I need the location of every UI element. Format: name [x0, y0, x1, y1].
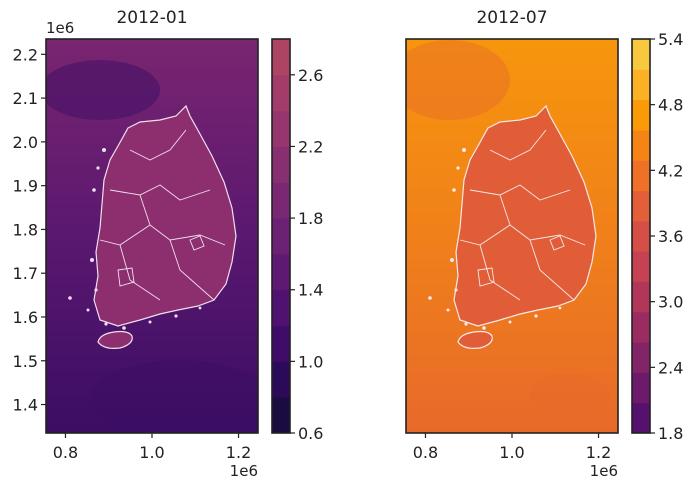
dark-patch-south	[90, 360, 258, 433]
x-tick-label: 0.8	[413, 443, 438, 462]
y-tick-label: 1.5	[13, 352, 38, 371]
colorbar-tick-label: 2.4	[658, 358, 683, 377]
panel-2012-01: 2012-01	[13, 8, 324, 480]
colorbar-band	[272, 146, 290, 183]
colorbar-band	[632, 160, 650, 192]
y-tick-label: 1.4	[13, 396, 38, 415]
y-tick-label: 2.0	[13, 133, 38, 152]
dark-patch-south	[530, 373, 610, 417]
panel-title: 2012-07	[476, 8, 547, 28]
y-tick-label: 2.1	[13, 89, 38, 108]
panel-title: 2012-01	[116, 8, 187, 28]
y-tick-label: 1.7	[13, 264, 38, 283]
colorbar-frame	[271, 38, 291, 434]
y-tick-label: 1.8	[13, 220, 38, 239]
colorbar-band	[272, 110, 290, 147]
x-tick-label: 1.0	[499, 443, 524, 462]
heatmap-field	[46, 39, 258, 433]
colorbar-tick-label: 4.8	[658, 96, 683, 115]
x-tick-label: 1.2	[586, 443, 611, 462]
colorbar-frame	[631, 38, 651, 434]
colorbar-band	[272, 361, 290, 398]
y-axis: 1.4 1.5 1.6 1.7 1.8 1.9 2.0 2.1 2.2	[13, 45, 46, 415]
x-axis: 0.8 1.0 1.2	[413, 433, 611, 462]
colorbar-tick-label: 1.0	[298, 352, 323, 371]
colorbar-band	[632, 220, 650, 252]
x-offset-label: 1e6	[230, 462, 258, 480]
colorbar: 0.6 1.0 1.4 1.8 2.2 2.6	[272, 39, 323, 443]
y-tick-label: 1.9	[13, 177, 38, 196]
colorbar-band	[632, 99, 650, 131]
x-tick-label: 0.8	[53, 443, 78, 462]
coastal-islands	[68, 148, 202, 330]
y-offset-label: 1e6	[46, 19, 74, 37]
colorbar-tick-label: 2.2	[298, 137, 323, 156]
colorbar-band	[632, 281, 650, 313]
colorbar-tick-label: 3.0	[658, 293, 683, 312]
x-tick-label: 1.2	[226, 443, 251, 462]
panel-2012-07: 2012-07	[405, 8, 683, 480]
colorbar-tick-label: 4.2	[658, 161, 683, 180]
colorbar-band	[632, 402, 650, 434]
colorbar-band	[632, 69, 650, 101]
colorbar-tick-label: 3.6	[658, 227, 683, 246]
colorbar: 1.8 2.4 3.0 3.6 4.2 4.8 5.4	[632, 30, 683, 443]
colorbar-band	[632, 372, 650, 404]
colorbar-band	[272, 253, 290, 291]
colorbar-band	[632, 39, 650, 70]
province-borders	[99, 129, 226, 301]
colorbar-band	[632, 190, 650, 222]
colorbar-tick-label: 5.4	[658, 30, 683, 49]
x-tick-label: 1.0	[139, 443, 164, 462]
colorbar-band	[272, 397, 290, 434]
colorbar-tick-label: 1.4	[298, 281, 323, 300]
dark-patch-north	[406, 40, 510, 120]
colorbar-tick-label: 1.8	[298, 209, 323, 228]
colorbar-band	[272, 39, 290, 76]
colorbar-band	[272, 182, 290, 219]
x-offset-label: 1e6	[590, 462, 618, 480]
colorbar-band	[272, 325, 290, 362]
colorbar-band	[632, 251, 650, 282]
heatmap-field	[406, 39, 618, 433]
colorbar-band	[272, 218, 290, 255]
y-tick-label: 2.2	[13, 45, 38, 64]
colorbar-tick-label: 0.6	[298, 424, 323, 443]
colorbar-band	[272, 74, 290, 112]
x-axis: 0.8 1.0 1.2	[53, 433, 251, 462]
colorbar-band	[632, 129, 650, 161]
coastal-islands	[428, 148, 562, 330]
province-borders	[459, 129, 586, 301]
y-tick-label: 1.6	[13, 308, 38, 327]
colorbar-band	[272, 289, 290, 327]
dark-patch-north	[46, 60, 160, 120]
colorbar-band	[632, 311, 650, 343]
colorbar-band	[632, 342, 650, 373]
colorbar-tick-label: 1.8	[658, 424, 683, 443]
colorbar-tick-label: 2.6	[298, 66, 323, 85]
